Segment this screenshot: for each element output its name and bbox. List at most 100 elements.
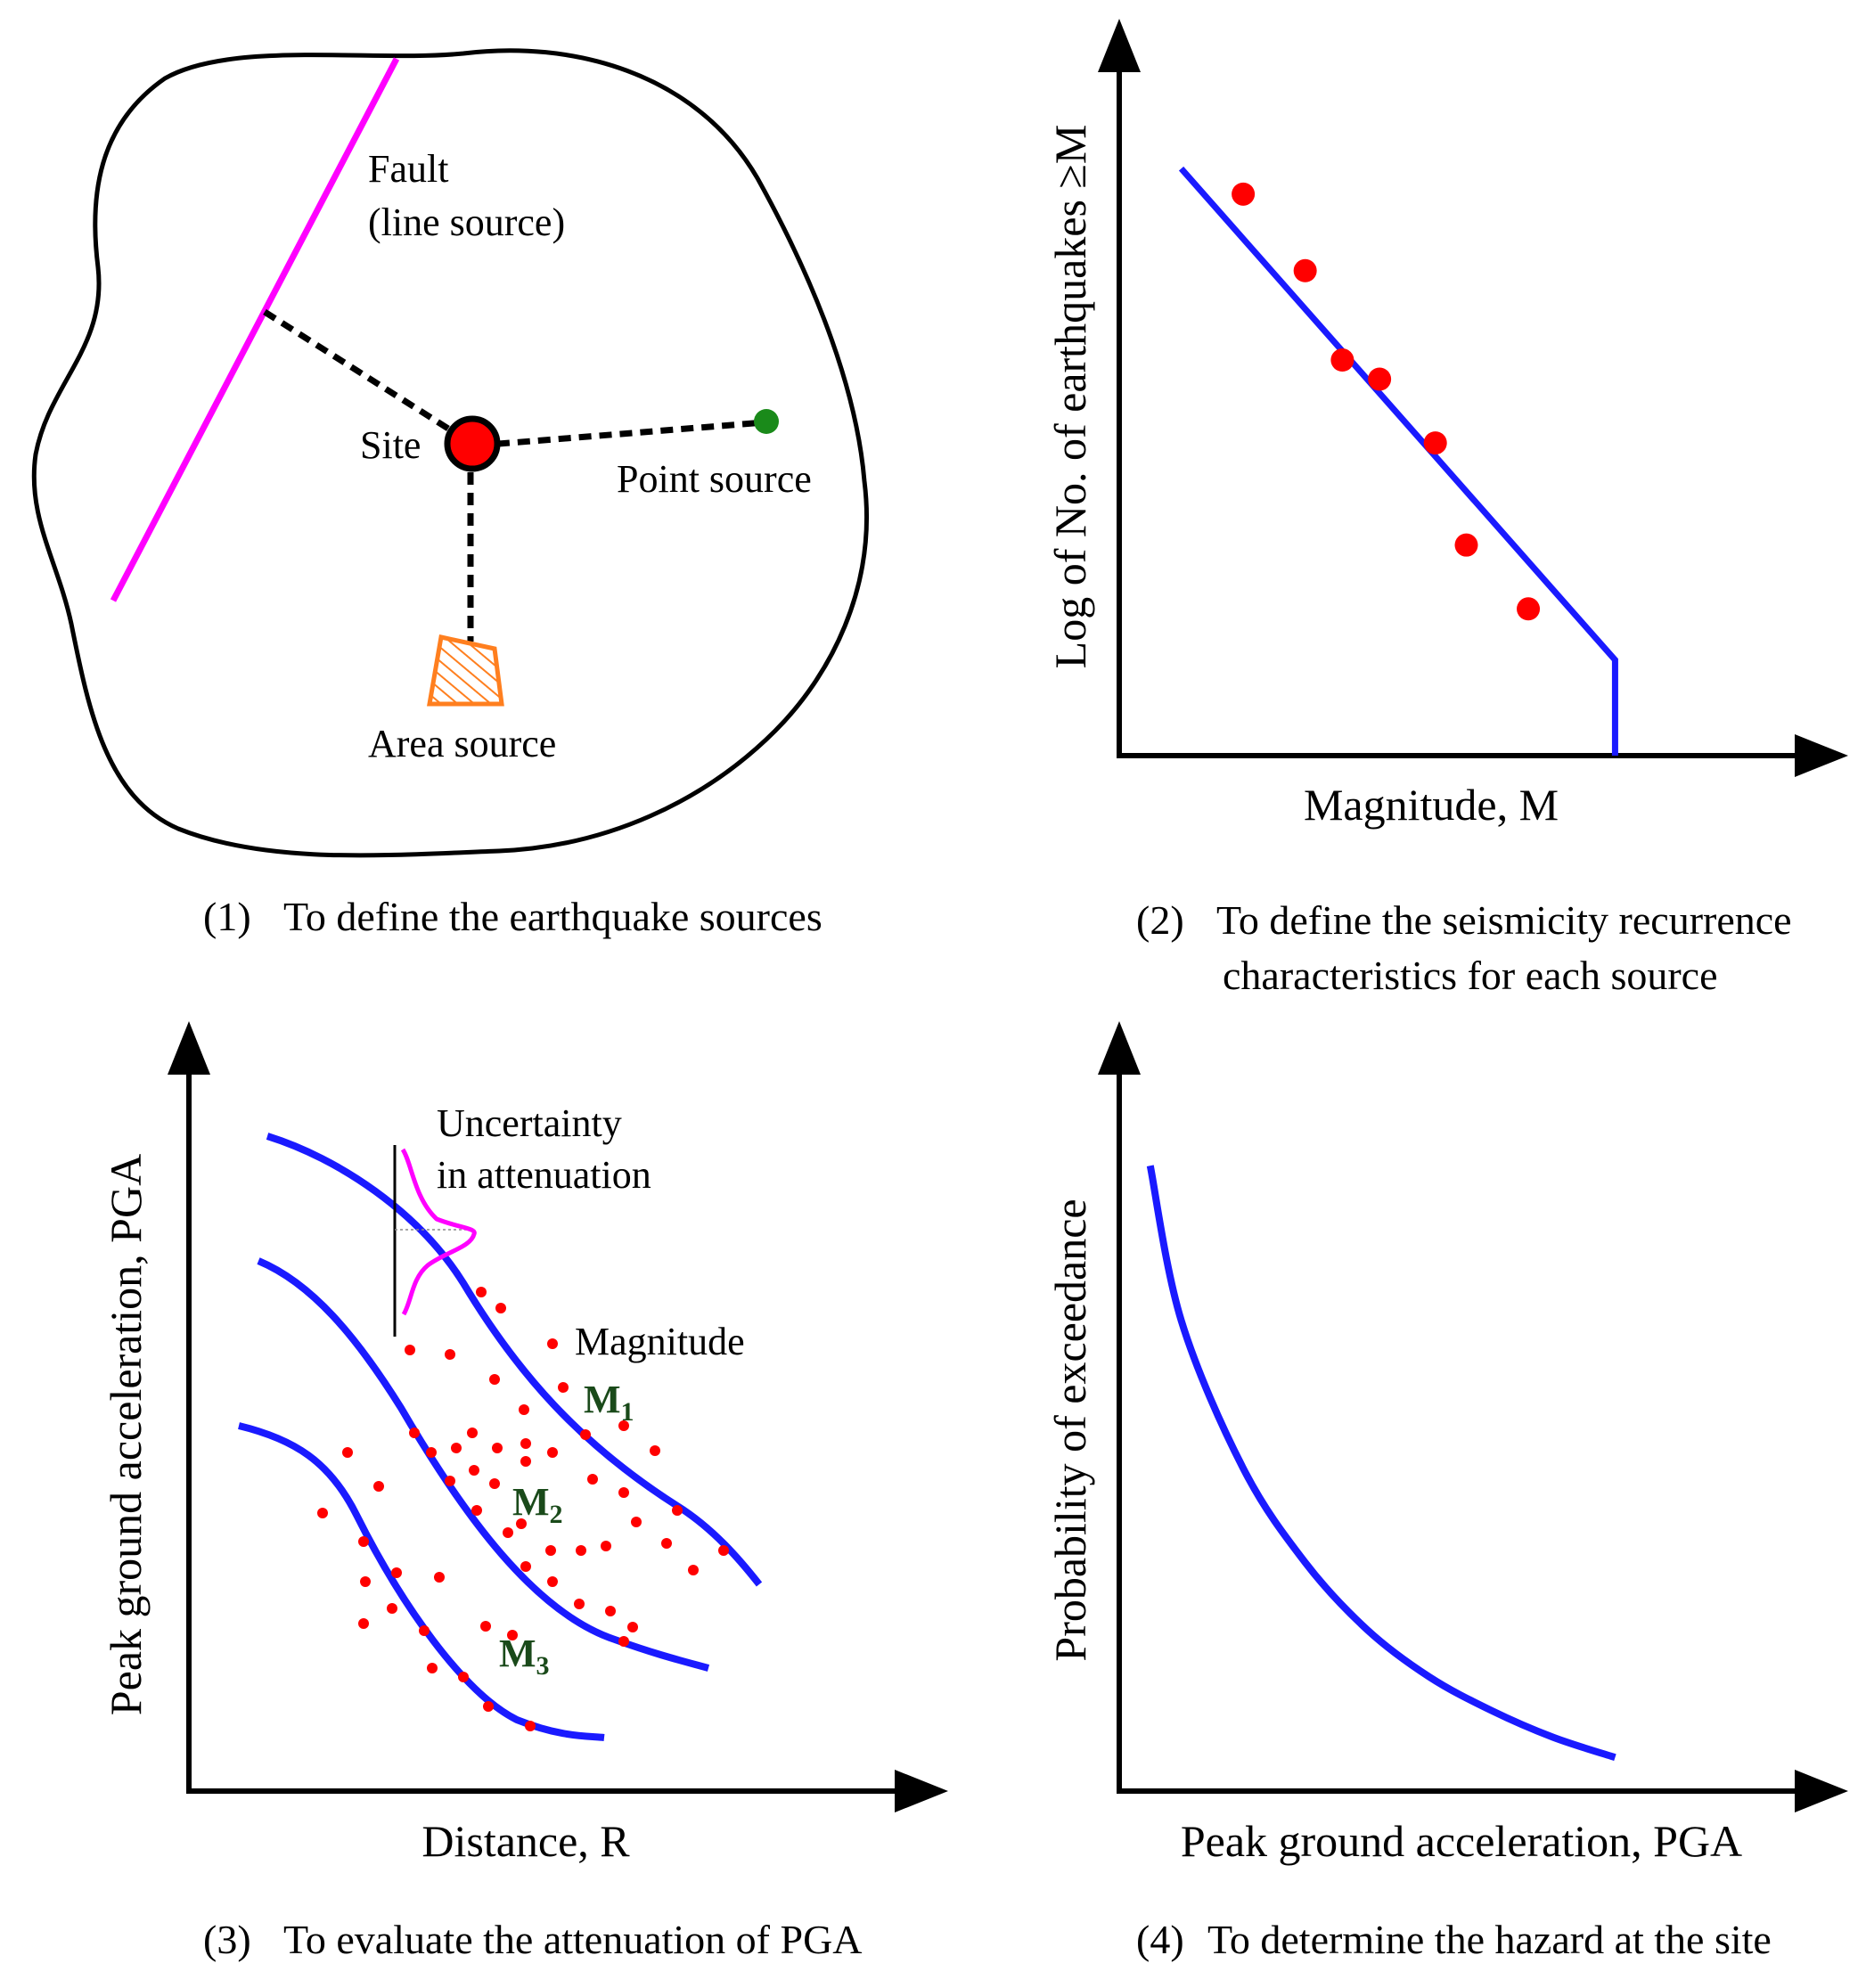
attenuation-data-point [458,1672,469,1682]
attenuation-data-point [471,1505,482,1516]
attenuation-data-point [373,1481,384,1492]
uncertainty-distribution-curve [400,1148,477,1316]
attenuation-data-point [545,1545,556,1556]
fault-line [110,57,400,602]
attenuation-data-point [576,1545,586,1556]
recurrence-line [1178,166,1618,756]
attenuation-data-point [618,1636,629,1647]
recurrence-data-point [1517,597,1541,621]
panel-hazard: Probability of exceedance Peak ground ac… [1045,1021,1848,1962]
panel2-plot-marks [1178,166,1618,756]
attenuation-curve-m2 [257,1257,710,1672]
attenuation-data-point [525,1721,536,1731]
attenuation-data-point [467,1428,478,1438]
attenuation-data-point [547,1338,558,1349]
region-boundary [31,48,869,858]
attenuation-data-point [688,1565,699,1575]
attenuation-data-point [317,1508,328,1518]
attenuation-data-point [631,1517,642,1527]
uncertainty-label-line1: Uncertainty [437,1101,622,1145]
attenuation-data-point [492,1443,503,1453]
attenuation-data-point [427,1663,438,1673]
panel3-x-axis-title: Distance, R [421,1816,630,1866]
attenuation-data-point [426,1447,437,1458]
m2-label: M2 [512,1480,563,1529]
attenuation-data-point [342,1447,353,1458]
attenuation-data-point [587,1474,598,1485]
attenuation-data-point [405,1345,415,1355]
attenuation-data-point [489,1478,500,1489]
recurrence-data-point [1232,182,1256,206]
attenuation-data-point [601,1541,611,1551]
m1-sub: 1 [621,1397,634,1427]
attenuation-data-point [358,1536,369,1547]
recurrence-data-point [1330,348,1354,372]
attenuation-data-point [419,1625,430,1636]
uncertainty-label-line2: in attenuation [437,1153,651,1197]
site-marker [444,415,501,472]
attenuation-data-point [516,1518,527,1529]
attenuation-data-point [574,1599,585,1609]
recurrence-data-point [1293,258,1317,282]
attenuation-data-point [650,1445,660,1456]
attenuation-data-point [358,1618,369,1629]
attenuation-data-point [476,1287,487,1297]
panel-attenuation: Uncertainty in attenuation Magnitude M1 … [101,1021,948,1962]
attenuation-data-point [387,1603,397,1614]
site-to-fault-distance [263,309,470,444]
panel4-x-axis-title: Peak ground acceleration, PGA [1181,1816,1742,1866]
caption-3-number: (3) [203,1917,251,1962]
panel4-y-axis-title: Probability of exceedance [1045,1199,1095,1661]
panel3-data-points [317,1287,729,1731]
area-source-label: Area source [368,722,556,765]
point-source-marker [754,409,779,434]
attenuation-data-point [469,1465,479,1476]
attenuation-data-point [451,1443,462,1453]
attenuation-data-point [519,1404,529,1415]
attenuation-data-point [661,1538,672,1549]
panel-recurrence: Log of No. of earthquakes ≥M Magnitude, … [1045,19,1848,998]
point-source-label: Point source [617,457,812,501]
attenuation-data-point [489,1374,500,1385]
m2-main: M [512,1480,550,1524]
attenuation-data-point [480,1621,491,1632]
caption-1-text: To define the earthquake sources [283,894,823,939]
caption-4-number: (4) [1136,1917,1184,1962]
attenuation-data-point [391,1567,402,1578]
caption-2-number: (2) [1136,897,1184,943]
attenuation-data-point [605,1606,616,1616]
attenuation-data-point [483,1701,494,1712]
recurrence-data-point [1423,431,1447,455]
caption-1-number: (1) [203,894,251,939]
attenuation-data-point [520,1561,531,1572]
fault-label-line2: (line source) [368,200,565,244]
attenuation-data-point [507,1630,518,1640]
caption-2-line1: To define the seismicity recurrence [1216,897,1792,943]
fault-label-line1: Fault [368,147,448,191]
caption-4-text: To determine the hazard at the site [1207,1917,1772,1962]
caption-3-text: To evaluate the attenuation of PGA [283,1917,863,1962]
m1-label: M1 [584,1378,634,1427]
hazard-curve [1146,1165,1616,1762]
attenuation-data-point [627,1622,638,1632]
attenuation-data-point [360,1576,371,1587]
recurrence-data-point [1368,367,1392,391]
caption-2-line2: characteristics for each source [1223,953,1718,998]
m1-main: M [584,1378,621,1421]
attenuation-data-point [495,1303,506,1313]
attenuation-data-point [618,1420,629,1431]
attenuation-data-point [520,1438,531,1449]
attenuation-data-point [618,1487,629,1498]
panel2-x-axis-title: Magnitude, M [1304,780,1559,830]
m3-sub: 3 [536,1651,550,1681]
panel4-plot-marks [1146,1165,1616,1762]
site-to-point-distance [476,419,765,449]
site-label: Site [360,423,421,467]
attenuation-data-point [547,1576,558,1587]
m2-sub: 2 [550,1500,563,1529]
magnitude-label: Magnitude [575,1320,745,1363]
attenuation-data-point [409,1428,420,1438]
recurrence-data-point [1454,533,1478,557]
attenuation-data-point [445,1476,455,1486]
